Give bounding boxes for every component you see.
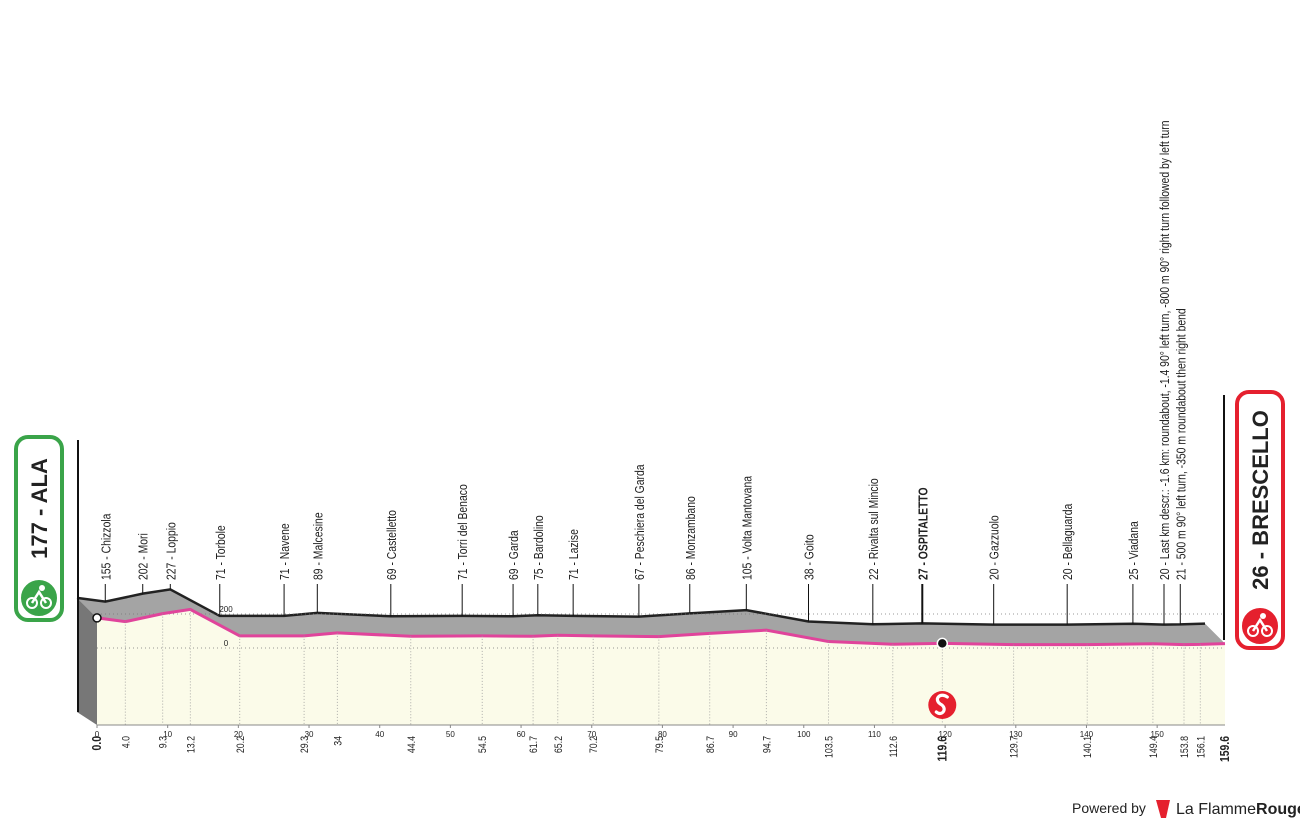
km-label: 54.5 bbox=[477, 736, 489, 754]
km-label: 103.5 bbox=[824, 736, 836, 758]
badge bbox=[1235, 390, 1285, 650]
waypoint-label: 27 - OSPITALETTO bbox=[916, 487, 930, 580]
km-label: 159.6 bbox=[1218, 736, 1232, 762]
waypoint-label: 86 - Monzambano bbox=[684, 496, 698, 580]
bike-body bbox=[1251, 617, 1269, 632]
km-label: 13.2 bbox=[185, 736, 197, 754]
km-label: 112.6 bbox=[888, 736, 900, 758]
km-label: 79.5 bbox=[654, 736, 666, 754]
km-tick-label: 130 bbox=[1009, 730, 1023, 739]
waypoint-label: 71 - Torbole bbox=[214, 525, 228, 580]
waypoint-label: 71 - Lazise bbox=[567, 529, 581, 580]
km-label: 20.2 bbox=[235, 736, 247, 754]
brand-light: La Flamme bbox=[1176, 801, 1256, 818]
badge-icon bbox=[1240, 606, 1280, 646]
km-label: 153.8 bbox=[1179, 736, 1191, 758]
waypoint-label: 202 - Mori bbox=[137, 533, 151, 580]
km-label: 9.3 bbox=[158, 736, 170, 749]
relief-face bbox=[77, 597, 97, 725]
km-label: 70.2 bbox=[588, 736, 600, 754]
km-tick-label: 50 bbox=[446, 730, 455, 739]
brand-logo bbox=[1156, 800, 1170, 818]
waypoint-label: 22 - Rivalta sul Mincio bbox=[867, 478, 881, 580]
km-label: 61.7 bbox=[528, 736, 540, 754]
footer: Powered by La FlammeRouge bbox=[1072, 800, 1300, 818]
km-label: 0.0 bbox=[90, 736, 104, 751]
km-tick-label: 90 bbox=[729, 730, 738, 739]
km-label: 44.4 bbox=[406, 736, 418, 754]
km-tick-label: 150 bbox=[1150, 730, 1164, 739]
waypoint-label: 69 - Castelletto bbox=[385, 510, 399, 580]
km-tick-label: 140 bbox=[1080, 730, 1094, 739]
km-label: 65.2 bbox=[553, 736, 565, 754]
waypoint-label: 21 - 500 m 90° left turn, -350 m roundab… bbox=[1174, 308, 1188, 580]
bike-rider bbox=[1260, 613, 1266, 619]
badge-label: 177 - ALA bbox=[27, 458, 52, 559]
badge-icon bbox=[19, 578, 59, 618]
bike-wheel bbox=[40, 597, 52, 609]
powered-by: Powered by bbox=[1072, 800, 1146, 816]
waypoint-label: 69 - Garda bbox=[507, 530, 521, 580]
km-label: 86.7 bbox=[705, 736, 717, 754]
waypoint-label: 75 - Bardolino bbox=[532, 515, 546, 580]
km-tick-label: 0 bbox=[95, 730, 100, 739]
waypoint-label: 20 - Last km descr.: -1.6 km: roundabout… bbox=[1158, 120, 1172, 580]
km-label: 156.1 bbox=[1195, 736, 1207, 758]
km-tick-label: 120 bbox=[938, 730, 952, 739]
brand-bold: Rouge bbox=[1256, 801, 1300, 818]
bike-wheel bbox=[26, 597, 38, 609]
km-label: 29.3 bbox=[299, 736, 311, 754]
waypoint-label: 105 - Volta Mantovana bbox=[740, 476, 754, 580]
km-tick-label: 60 bbox=[517, 730, 526, 739]
waypoint-label: 67 - Peschiera del Garda bbox=[633, 464, 647, 580]
waypoint-label: 155 - Chizzola bbox=[99, 513, 113, 580]
badge-label: 26 - BRESCELLO bbox=[1248, 410, 1273, 590]
waypoint-label: 71 - Navene bbox=[278, 523, 292, 580]
profile-line bbox=[96, 607, 1226, 647]
bike-body bbox=[30, 589, 48, 604]
badge bbox=[14, 435, 64, 622]
km-tick-label: 80 bbox=[658, 730, 667, 739]
km-tick-label: 100 bbox=[797, 730, 811, 739]
km-label: 4.0 bbox=[120, 736, 132, 749]
waypoint-label: 89 - Malcesine bbox=[311, 512, 325, 580]
waypoint-label: 20 - Gazzuolo bbox=[988, 515, 1002, 580]
km-tick-label: 70 bbox=[587, 730, 596, 739]
relief-top bbox=[76, 588, 1206, 626]
sprint-dot bbox=[936, 637, 949, 650]
waypoint-label: 25 - Viadana bbox=[1127, 521, 1141, 580]
altitude-label: 0 bbox=[224, 639, 229, 648]
waypoint-label: 71 - Torri del Benaco bbox=[456, 484, 470, 580]
waypoint-label: 38 - Goito bbox=[802, 534, 816, 580]
km-label: 149.4 bbox=[1148, 736, 1160, 758]
km-tick-label: 20 bbox=[234, 730, 243, 739]
km-label: 94.7 bbox=[761, 736, 773, 754]
waypoint-label: 227 - Loppio bbox=[164, 522, 178, 580]
km-tick-label: 40 bbox=[375, 730, 384, 739]
waypoint-label: 20 - Bellaguarda bbox=[1061, 503, 1075, 580]
altitude-label: 200 bbox=[219, 605, 233, 614]
bike-rider bbox=[39, 585, 45, 591]
km-tick-label: 30 bbox=[305, 730, 314, 739]
km-label: 129.7 bbox=[1009, 736, 1021, 758]
km-tick-label: 110 bbox=[868, 730, 881, 739]
km-label: 34 bbox=[332, 736, 344, 746]
km-label: 119.6 bbox=[935, 736, 949, 762]
km-tick-label: 10 bbox=[163, 730, 172, 739]
brand-name: La FlammeRouge bbox=[1176, 801, 1300, 818]
start-dot bbox=[92, 613, 102, 623]
sprint-s bbox=[934, 693, 949, 716]
km-label: 140.1 bbox=[1082, 736, 1094, 758]
bike-wheel bbox=[1247, 625, 1259, 637]
bike-wheel bbox=[1261, 625, 1273, 637]
